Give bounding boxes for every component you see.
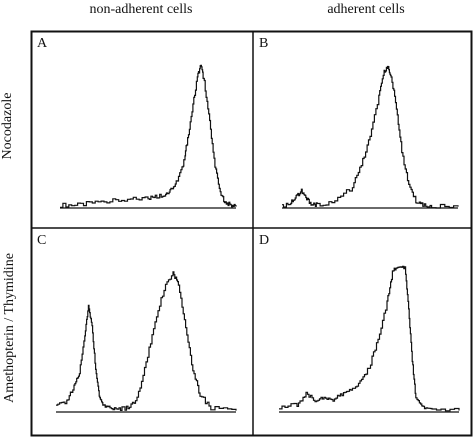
histogram-line-c [56, 271, 237, 411]
column-title-adherent: adherent cells [327, 2, 405, 17]
column-title-non-adherent: non-adherent cells [89, 2, 193, 17]
panel-label-d: D [259, 233, 269, 248]
outer-frame [30, 30, 473, 437]
histogram-line-a [60, 64, 237, 208]
panel-label-b: B [259, 36, 268, 51]
panel-label-c: C [37, 233, 46, 248]
histogram-line-b [282, 65, 459, 209]
panels-group: A B C D [37, 36, 460, 413]
panel-label-a: A [37, 36, 48, 51]
histogram-line-d [279, 265, 460, 412]
